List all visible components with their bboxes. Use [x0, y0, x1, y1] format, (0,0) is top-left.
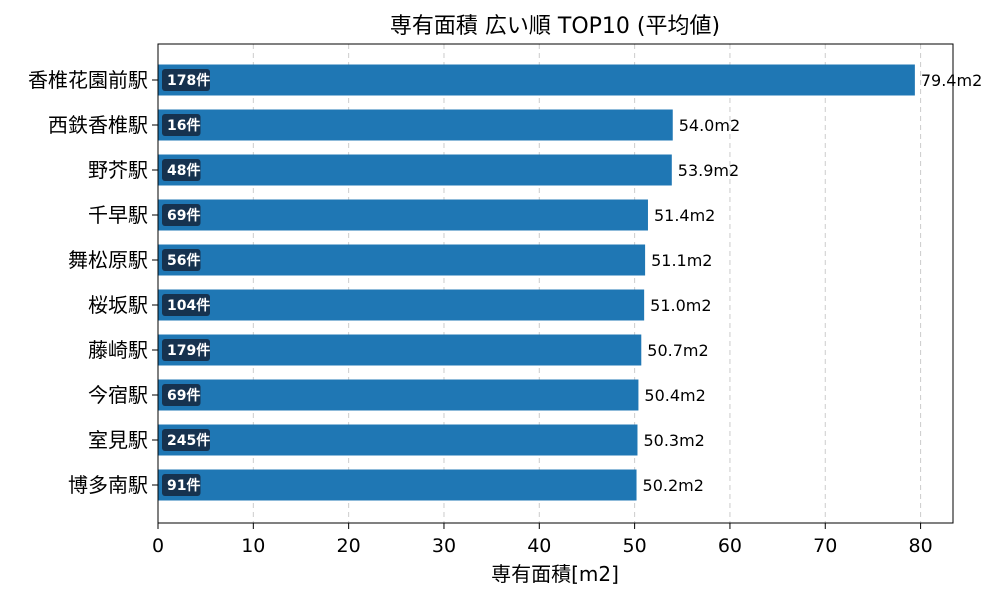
bar: [158, 199, 648, 231]
category-label: 西鉄香椎駅: [48, 113, 148, 137]
x-tick-label: 0: [152, 535, 164, 557]
category-label: 藤崎駅: [88, 338, 148, 362]
count-badge: [162, 294, 210, 316]
value-label: 53.9m2: [678, 161, 739, 180]
bar: [158, 424, 638, 456]
x-tick-label: 70: [813, 535, 837, 557]
x-tick-label: 30: [432, 535, 456, 557]
bar: [158, 154, 672, 186]
x-tick-label: 40: [527, 535, 551, 557]
x-tick-label: 20: [337, 535, 361, 557]
category-label: 今宿駅: [88, 383, 148, 407]
category-label: 千早駅: [88, 203, 148, 227]
x-tick-label: 50: [623, 535, 647, 557]
count-label: 179件: [167, 342, 210, 359]
count-badge: [162, 204, 201, 226]
bar: [158, 334, 642, 366]
count-badge: [162, 69, 210, 91]
count-label: 56件: [167, 252, 200, 269]
category-label: 香椎花園前駅: [28, 68, 148, 92]
count-label: 245件: [167, 432, 210, 449]
count-label: 69件: [167, 207, 200, 224]
bar: [158, 289, 645, 321]
count-label: 91件: [167, 477, 200, 494]
bar: [158, 379, 639, 411]
x-axis-title: 専有面積[m2]: [491, 562, 619, 586]
x-tick-label: 10: [241, 535, 265, 557]
value-label: 50.3m2: [643, 431, 704, 450]
category-label: 博多南駅: [68, 473, 148, 497]
bar: [158, 469, 637, 501]
bar: [158, 109, 673, 141]
count-badge: [162, 114, 201, 136]
bar: [158, 244, 646, 276]
value-label: 50.7m2: [647, 341, 708, 360]
bar: [158, 64, 915, 96]
count-badge: [162, 474, 201, 496]
count-badge: [162, 384, 201, 406]
value-label: 50.2m2: [643, 476, 704, 495]
x-tick-label: 60: [718, 535, 742, 557]
x-tick-label: 80: [908, 535, 932, 557]
count-badge: [162, 159, 201, 181]
value-label: 51.0m2: [650, 296, 711, 315]
value-label: 51.4m2: [654, 206, 715, 225]
value-label: 51.1m2: [651, 251, 712, 270]
count-label: 178件: [167, 72, 210, 89]
category-label: 室見駅: [88, 428, 148, 452]
count-badge: [162, 429, 210, 451]
value-label: 54.0m2: [679, 116, 740, 135]
category-label: 桜坂駅: [88, 293, 148, 317]
value-label: 50.4m2: [644, 386, 705, 405]
bars: 178件 79.4m2 16件 54.0m2 48件 53.9m2 69件 51.4m2 56件…: [158, 64, 982, 501]
category-label: 舞松原駅: [68, 248, 148, 272]
count-badge: [162, 249, 201, 271]
count-label: 48件: [167, 162, 200, 179]
count-badge: [162, 339, 210, 361]
chart-title: 専有面積 広い順 TOP10 (平均値): [390, 14, 720, 39]
count-label: 69件: [167, 387, 200, 404]
count-label: 104件: [167, 297, 210, 314]
category-label: 野芥駅: [88, 158, 148, 182]
count-label: 16件: [167, 117, 200, 134]
x-axis-ticks: 0 10 20 30 40 50 60 70 80 香椎花園前駅西鉄香椎駅野芥駅千早駅舞松原駅桜坂…: [28, 68, 933, 557]
value-label: 79.4m2: [921, 71, 982, 90]
plot-frame: [157, 43, 954, 524]
